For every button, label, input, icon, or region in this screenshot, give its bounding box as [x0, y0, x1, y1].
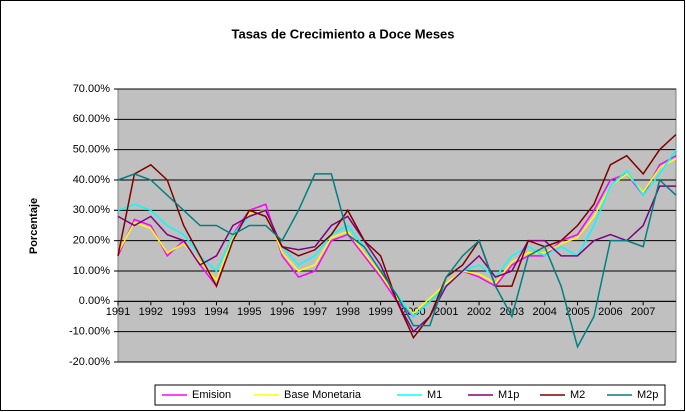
- legend-label: Emision: [192, 389, 231, 401]
- legend-label: M2p: [637, 389, 658, 401]
- x-tick-label: 2001: [434, 306, 458, 318]
- y-tick-label: -20.00%: [69, 356, 110, 368]
- x-tick-label: 1995: [237, 306, 261, 318]
- y-tick-label: 70.00%: [73, 83, 111, 95]
- y-tick-label: 40.00%: [73, 174, 111, 186]
- x-tick-label: 2003: [500, 306, 524, 318]
- x-tick-label: 2006: [598, 306, 622, 318]
- y-tick-label: 30.00%: [73, 204, 111, 216]
- y-tick-label: 60.00%: [73, 113, 111, 125]
- y-axis-label: Porcentaje: [28, 198, 40, 254]
- x-tick-label: 1994: [204, 306, 228, 318]
- series-line: [117, 133, 677, 340]
- y-tick-label: 10.00%: [73, 265, 111, 277]
- x-tick-label: 2005: [565, 306, 589, 318]
- legend-label: M2: [570, 389, 585, 401]
- x-tick-label: 1999: [368, 306, 392, 318]
- legend-label: Base Monetaria: [284, 389, 362, 401]
- x-tick-label: 2004: [532, 306, 556, 318]
- x-tick-label: 1998: [336, 306, 360, 318]
- y-tick-label: -10.00%: [69, 326, 110, 338]
- x-tick-label: 1992: [139, 306, 163, 318]
- chart-title: Tasas de Crecimiento a Doce Meses: [231, 26, 454, 41]
- x-tick-label: 1996: [270, 306, 294, 318]
- y-tick-label: 20.00%: [73, 235, 111, 247]
- x-tick-label: 1991: [106, 306, 130, 318]
- x-tick-label: 1993: [171, 306, 195, 318]
- legend-label: M1: [427, 389, 442, 401]
- x-tick-label: 1997: [303, 306, 327, 318]
- legend-label: M1p: [498, 389, 519, 401]
- x-tick-label: 2007: [631, 306, 655, 318]
- x-tick-label: 2002: [467, 306, 491, 318]
- y-tick-label: 50.00%: [73, 144, 111, 156]
- series-line: [117, 173, 677, 349]
- y-tick-label: 0.00%: [79, 295, 110, 307]
- series-line: [117, 158, 677, 315]
